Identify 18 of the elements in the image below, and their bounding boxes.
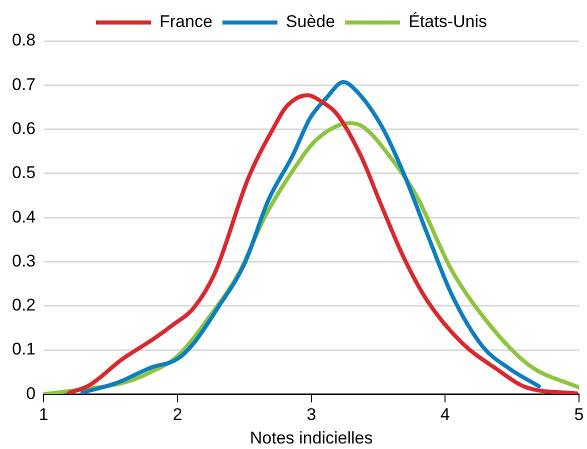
x-tick-label: 4 (440, 405, 450, 424)
y-tick-label: 0 (26, 384, 36, 403)
x-tick-label: 1 (38, 405, 48, 424)
y-tick-label: 0.5 (12, 163, 36, 182)
y-tick-label: 0.6 (12, 118, 36, 138)
x-axis-title: Notes indicielles (250, 428, 373, 448)
y-tick-label: 0.2 (12, 296, 36, 315)
legend-label: États-Unis (408, 12, 487, 32)
y-tick-label: 0.8 (12, 30, 36, 50)
x-tick-label: 2 (172, 405, 182, 424)
y-tick-label: 0.1 (12, 340, 36, 359)
x-tick-label: 5 (574, 405, 584, 424)
x-tick-label: 3 (306, 405, 316, 424)
legend-label: Suède (286, 12, 336, 32)
y-tick-label: 0.3 (12, 251, 36, 270)
y-tick-label: 0.7 (12, 74, 36, 94)
legend-label: France (160, 12, 212, 32)
y-tick-label: 0.4 (12, 207, 36, 226)
